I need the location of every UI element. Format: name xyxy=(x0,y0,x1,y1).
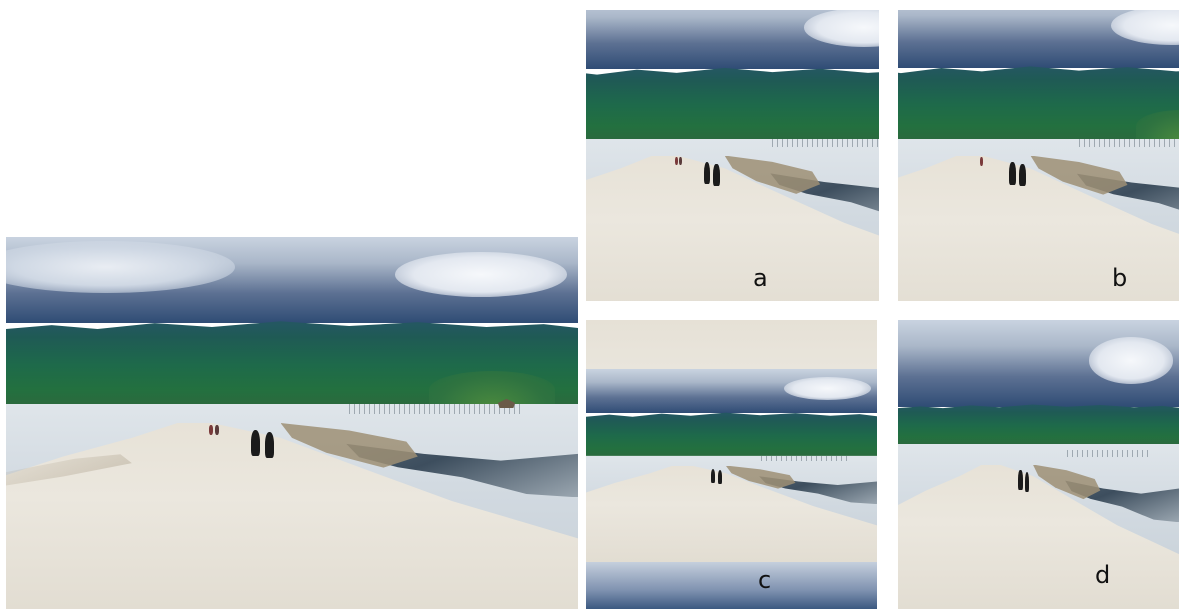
walking-person xyxy=(1025,471,1030,492)
distant-person xyxy=(209,424,214,435)
walking-person xyxy=(1009,162,1016,185)
walking-person xyxy=(703,161,711,185)
distant-person xyxy=(674,157,678,166)
pier xyxy=(772,139,879,148)
beach-scene-crop xyxy=(586,10,879,301)
panel-b: b xyxy=(898,10,1179,301)
shifted-image xyxy=(586,369,877,562)
sky-strip xyxy=(586,562,877,609)
cloud xyxy=(1089,337,1174,384)
walking-person xyxy=(713,163,720,186)
distant-person xyxy=(979,157,983,166)
mountains xyxy=(898,404,1179,445)
sand-strip xyxy=(586,320,877,369)
pier xyxy=(760,455,848,461)
walking-person xyxy=(1019,163,1026,187)
beach-scene xyxy=(6,237,578,609)
pier xyxy=(1078,139,1179,148)
walking-person xyxy=(717,470,723,484)
panel-a: a xyxy=(586,10,879,301)
mountains xyxy=(586,412,877,456)
main-photo xyxy=(6,237,578,609)
walking-person xyxy=(250,430,260,457)
panel-label-d: d xyxy=(1095,561,1111,589)
beach-scene-crop xyxy=(898,10,1179,301)
beach-scene xyxy=(586,369,877,562)
mountains xyxy=(586,67,879,140)
panel-d: d xyxy=(898,320,1179,609)
panel-c: c xyxy=(586,320,877,609)
panel-label-c: c xyxy=(758,566,772,594)
beach-scene-squeezed xyxy=(898,320,1179,609)
pier xyxy=(1066,450,1151,458)
walking-person xyxy=(710,469,716,483)
hill xyxy=(429,370,556,409)
cloud xyxy=(394,251,567,297)
panel-label-b: b xyxy=(1112,264,1128,292)
mountains xyxy=(898,66,1179,140)
walking-person xyxy=(1018,470,1023,491)
hut xyxy=(497,398,516,409)
pier xyxy=(349,404,521,414)
cloud xyxy=(6,240,235,293)
cloud xyxy=(783,376,872,400)
panel-label-a: a xyxy=(753,264,768,292)
distant-person xyxy=(215,424,220,435)
walking-person xyxy=(264,432,274,459)
distant-person xyxy=(679,157,682,166)
